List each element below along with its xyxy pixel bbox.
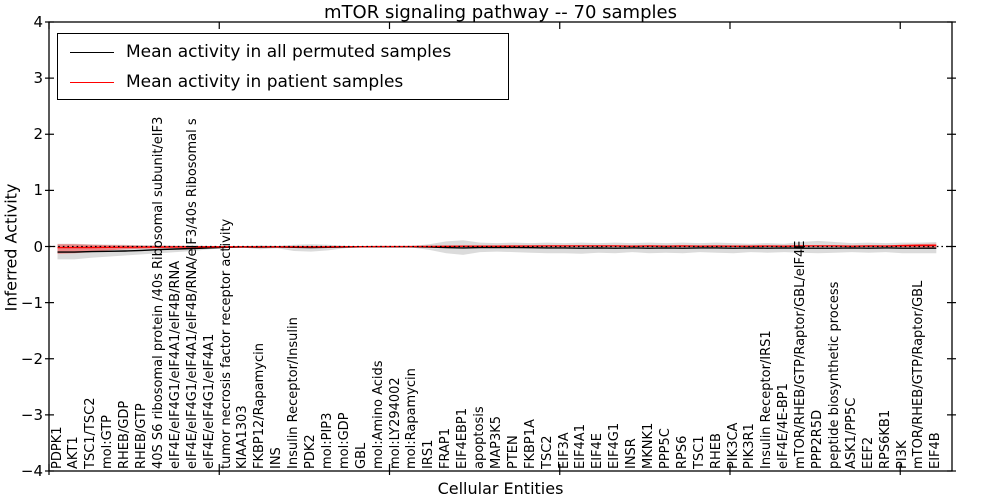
legend-entry-permuted: Mean activity in all permuted samples [58,37,451,67]
x-axis-label: Cellular Entities [437,479,564,498]
category-label: tumor necrosis factor receptor activity [218,218,234,469]
category-label: TSC1 [691,435,707,469]
category-label: KIAA1303 [235,405,251,469]
category-label: EIF4E [590,432,606,469]
category-label: eIF4E/4E-BP1 [776,383,792,469]
category-label: PTEN [505,435,521,469]
category-label: RPS6 [674,435,690,469]
category-label: Insulin Receptor/Insulin [286,317,302,469]
category-label: mol:Rapamycin [404,368,420,469]
category-label: EEF2 [860,436,876,469]
category-label: FKBP12/Rapamycin [252,343,268,469]
y-tick-label: 3 [33,69,43,88]
legend-entry-patient: Mean activity in patient samples [58,67,403,97]
chart-title: mTOR signaling pathway -- 70 samples [324,2,677,23]
category-label: INSR [624,438,640,469]
category-label: EIF4B [928,432,944,469]
category-label: FRAP1 [438,428,454,469]
y-tick-label: −4 [20,462,43,480]
category-label: AKT1 [66,436,82,469]
category-label: MAP3K5 [488,415,504,469]
category-label: TSC1/TSC2 [83,397,99,469]
category-label: INS [269,447,285,469]
legend-label-permuted: Mean activity in all permuted samples [126,42,452,62]
legend-line-red [70,81,114,83]
category-label: mol:PIP3 [319,412,335,469]
category-label: 40S S6 ribosomal protein /40s Ribosomal … [150,116,166,469]
category-label: PPP5C [657,428,673,469]
category-label: mol:LY294002 [387,377,403,469]
legend-box: Mean activity in all permuted samples Me… [57,33,509,100]
category-label: mTOR/RHEB/GTP/Raptor/GBL [911,280,927,469]
category-label: PI3K [894,440,910,469]
category-label: PPP2R5D [810,409,825,469]
y-tick-label: 1 [33,181,43,200]
category-label: IRS1 [421,439,437,469]
mean-line [57,246,937,253]
category-label: EIF4EBP1 [455,407,471,469]
category-label: peptide biosynthetic process [826,281,842,469]
category-label: GBL [353,442,369,469]
category-label: apoptosis [472,406,487,469]
category-label: mTOR/RHEB/GTP/Raptor/GBL/eIF4E [793,240,809,470]
category-label: RHEB/GTP [134,403,149,469]
category-label: RPS6KB1 [877,409,893,469]
category-label: mol:GTP [100,415,116,469]
category-label: mol:Amino Acids [370,360,386,469]
y-tick-label: −3 [20,405,43,424]
y-tick-label: 2 [33,125,43,144]
y-tick-label: 4 [33,13,43,31]
category-label: PDK2 [303,434,318,469]
y-tick-label: 0 [33,237,43,256]
category-label: EIF3A [556,432,572,469]
category-label: PIK3R1 [742,423,758,469]
category-label: RHEB [708,433,724,469]
category-label: EIF4A1 [573,424,589,469]
band-permuted-samples-range [57,240,937,260]
legend-line-black [70,51,114,53]
category-label: EIF4G1 [607,422,623,469]
category-label: mol:GDP [336,412,352,469]
category-label: eIF4E/eIF4G1/eIF4A1/eIF4B/RNA [167,260,183,469]
y-tick-label: −2 [20,349,43,368]
category-label: RHEB/GDP [117,400,133,469]
category-label: PDPK1 [49,426,65,470]
category-label: eIF4E/eIF4G1/eIF4A1/eIF4B/RNA/eIF3/40s R… [184,118,200,469]
category-label: ASK1/PP5C [843,397,859,469]
category-label: PIK3CA [725,422,741,469]
category-label: eIF4E/eIF4G1/eIF4A1 [201,333,217,469]
category-label: FKBP1A [522,419,538,469]
category-label: TSC2 [539,435,555,469]
category-label: MKNK1 [641,422,656,469]
y-tick-label: −1 [20,293,43,312]
legend-label-patient: Mean activity in patient samples [126,72,404,92]
category-label: Insulin Receptor/IRS1 [759,330,775,469]
